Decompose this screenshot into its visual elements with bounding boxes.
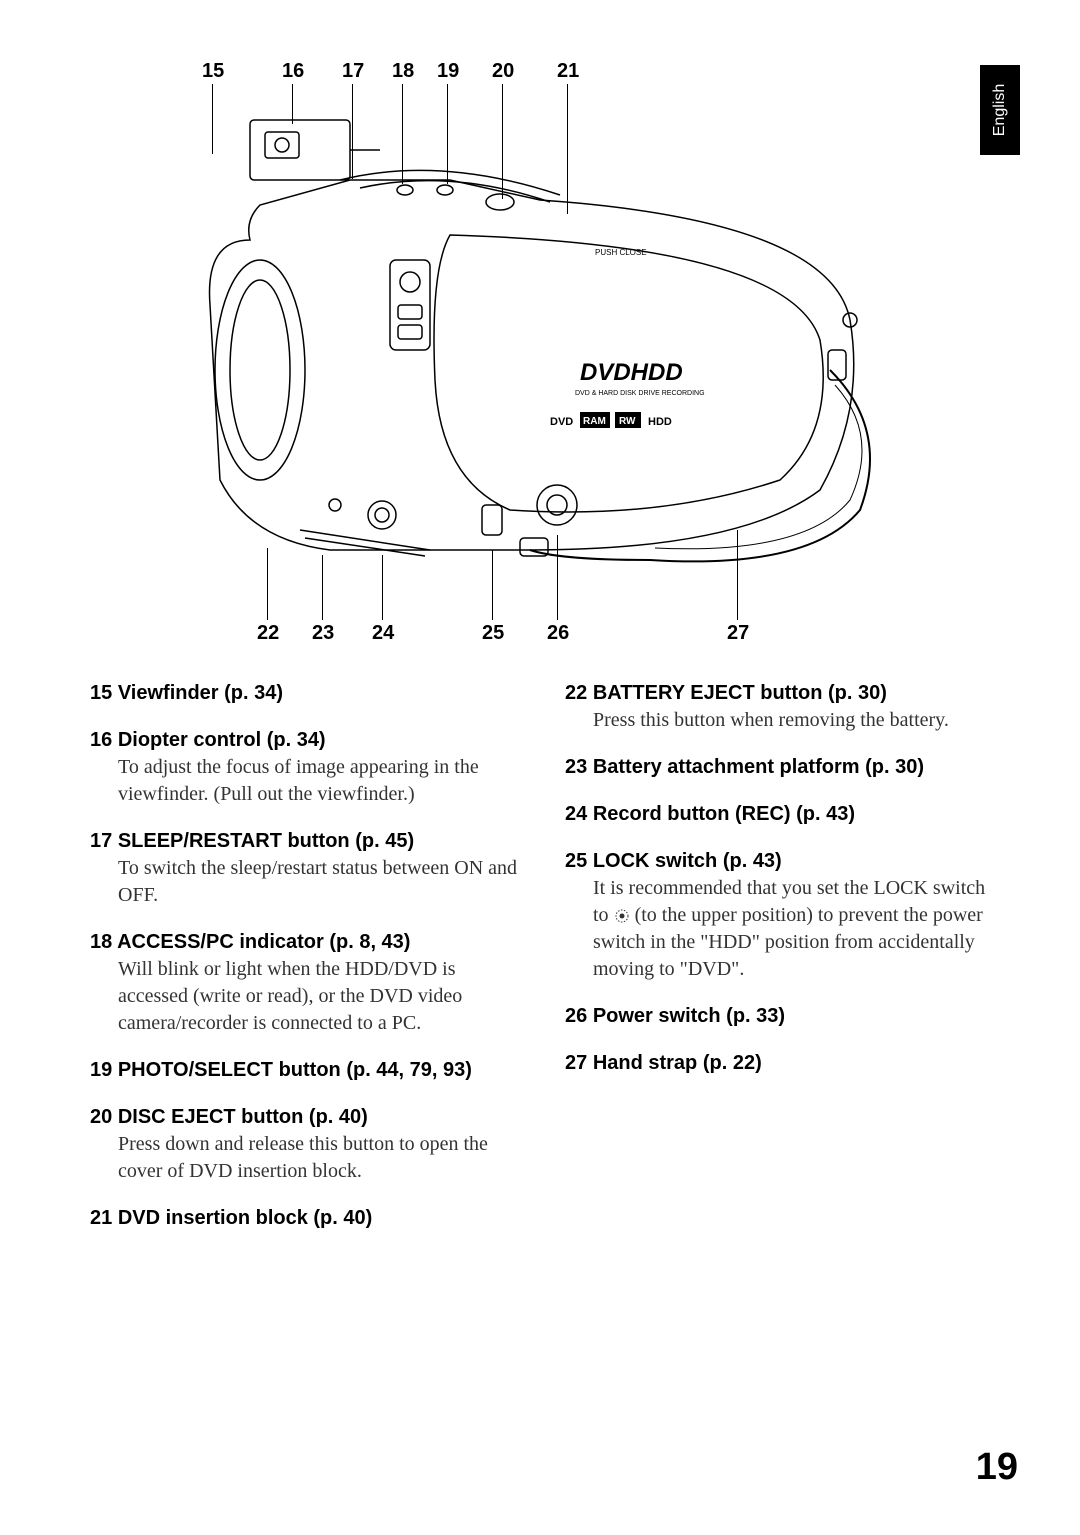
item-15: 15 Viewfinder (p. 34)	[90, 680, 525, 707]
item-16: 16 Diopter control (p. 34) To adjust the…	[90, 727, 525, 808]
language-tab-label: English	[991, 84, 1009, 136]
svg-text:RW: RW	[619, 416, 636, 427]
svg-text:PUSH CLOSE: PUSH CLOSE	[595, 248, 647, 257]
item-20: 20 DISC EJECT button (p. 40) Press down …	[90, 1104, 525, 1185]
item-22: 22 BATTERY EJECT button (p. 30) Press th…	[565, 680, 1000, 734]
item-18: 18 ACCESS/PC indicator (p. 8, 43) Will b…	[90, 929, 525, 1037]
item-21: 21 DVD insertion block (p. 40)	[90, 1205, 525, 1232]
item-17: 17 SLEEP/RESTART button (p. 45) To switc…	[90, 828, 525, 909]
item-26: 26 Power switch (p. 33)	[565, 1003, 1000, 1030]
svg-text:DVD: DVD	[550, 416, 573, 428]
svg-text:DVDHDD: DVDHDD	[580, 359, 683, 386]
page-number: 19	[976, 1446, 1018, 1489]
svg-text:DVD & HARD DISK DRIVE RECORDIN: DVD & HARD DISK DRIVE RECORDING	[575, 390, 705, 397]
lock-icon	[614, 908, 630, 924]
svg-text:HDD: HDD	[648, 416, 672, 428]
item-27: 27 Hand strap (p. 22)	[565, 1050, 1000, 1077]
parts-description: 15 Viewfinder (p. 34) 16 Diopter control…	[90, 680, 1000, 1252]
right-column: 22 BATTERY EJECT button (p. 30) Press th…	[565, 680, 1000, 1252]
svg-text:RAM: RAM	[583, 416, 606, 427]
item-19: 19 PHOTO/SELECT button (p. 44, 79, 93)	[90, 1057, 525, 1084]
item-24: 24 Record button (REC) (p. 43)	[565, 801, 1000, 828]
item-23: 23 Battery attachment platform (p. 30)	[565, 754, 1000, 781]
left-column: 15 Viewfinder (p. 34) 16 Diopter control…	[90, 680, 525, 1252]
camera-illustration: PUSH CLOSE DVDHDD DVD & HARD DISK DRIVE …	[90, 60, 890, 650]
language-tab: English	[980, 65, 1020, 155]
item-25: 25 LOCK switch (p. 43) It is recommended…	[565, 848, 1000, 983]
parts-diagram: 15 16 17 18 19 20 21 22 23 24 25 26 27	[90, 60, 890, 650]
